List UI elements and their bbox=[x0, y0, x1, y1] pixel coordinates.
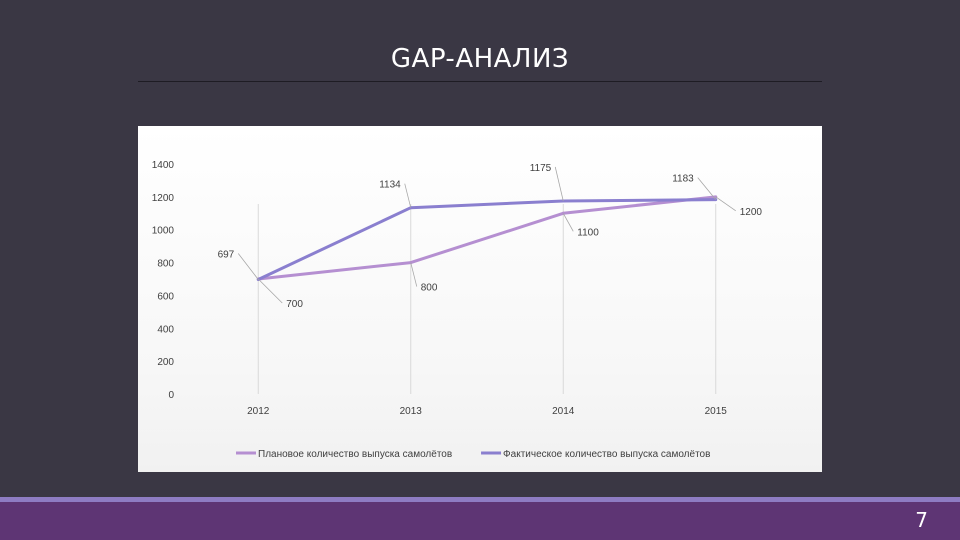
data-label-leader bbox=[554, 166, 564, 202]
data-point bbox=[409, 261, 413, 265]
series-line-1 bbox=[258, 195, 716, 281]
data-point bbox=[561, 199, 565, 203]
data-label-leader bbox=[257, 278, 283, 304]
slide-title: GAP-АНАЛИЗ bbox=[390, 44, 570, 74]
data-point bbox=[561, 211, 565, 215]
legend-label: Фактическое количество выпуска самолётов bbox=[503, 449, 710, 460]
data-label-leader bbox=[410, 262, 418, 287]
y-tick-label: 1200 bbox=[152, 193, 175, 204]
x-tick-label: 2014 bbox=[552, 406, 575, 417]
y-tick-label: 1000 bbox=[152, 226, 175, 237]
data-label: 697 bbox=[218, 249, 235, 260]
page-number: 7 bbox=[915, 508, 928, 532]
footer-bar bbox=[0, 502, 960, 540]
y-tick-label: 200 bbox=[157, 357, 174, 368]
y-tick-label: 400 bbox=[157, 324, 174, 335]
data-label-leader bbox=[404, 183, 412, 208]
data-label-leader bbox=[562, 213, 574, 232]
y-tick-label: 1400 bbox=[152, 160, 175, 171]
x-tick-label: 2013 bbox=[400, 406, 423, 417]
data-label: 1100 bbox=[577, 227, 599, 238]
y-tick-label: 0 bbox=[168, 390, 174, 401]
footer-accent-stripe bbox=[0, 497, 960, 502]
data-label: 1183 bbox=[672, 174, 694, 185]
data-label: 1134 bbox=[379, 180, 401, 191]
data-label-leader bbox=[697, 177, 717, 200]
data-label-leader bbox=[715, 196, 736, 212]
title-divider bbox=[138, 81, 822, 82]
y-tick-label: 800 bbox=[157, 259, 174, 270]
data-label: 700 bbox=[286, 299, 303, 310]
data-label: 1200 bbox=[740, 207, 763, 218]
chart-panel: 0 200 400 600 800 1000 1200 1400 2012 2013 2014 201… bbox=[138, 126, 822, 472]
data-label-leader bbox=[237, 253, 259, 280]
x-tick-label: 2015 bbox=[705, 406, 728, 417]
y-tick-label: 600 bbox=[157, 291, 174, 302]
x-tick-label: 2012 bbox=[247, 406, 270, 417]
data-label: 800 bbox=[421, 283, 438, 294]
series-line-2 bbox=[257, 198, 716, 281]
data-label: 1175 bbox=[530, 163, 552, 174]
legend-label: Плановое количество выпуска самолётов bbox=[258, 449, 452, 460]
line-chart: 0 200 400 600 800 1000 1200 1400 2012 2013 2014 201… bbox=[152, 160, 763, 460]
